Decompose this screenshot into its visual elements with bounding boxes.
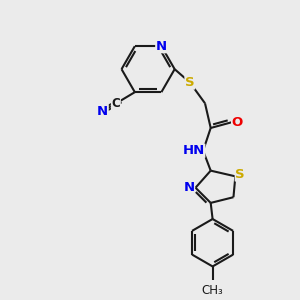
Text: CH₃: CH₃ <box>202 284 224 296</box>
Text: S: S <box>235 168 245 181</box>
Text: HN: HN <box>182 144 205 157</box>
Text: O: O <box>232 116 243 129</box>
Text: N: N <box>156 40 167 53</box>
Text: C: C <box>112 97 120 110</box>
Text: N: N <box>97 105 108 118</box>
Text: N: N <box>183 181 194 194</box>
Text: S: S <box>185 76 195 89</box>
